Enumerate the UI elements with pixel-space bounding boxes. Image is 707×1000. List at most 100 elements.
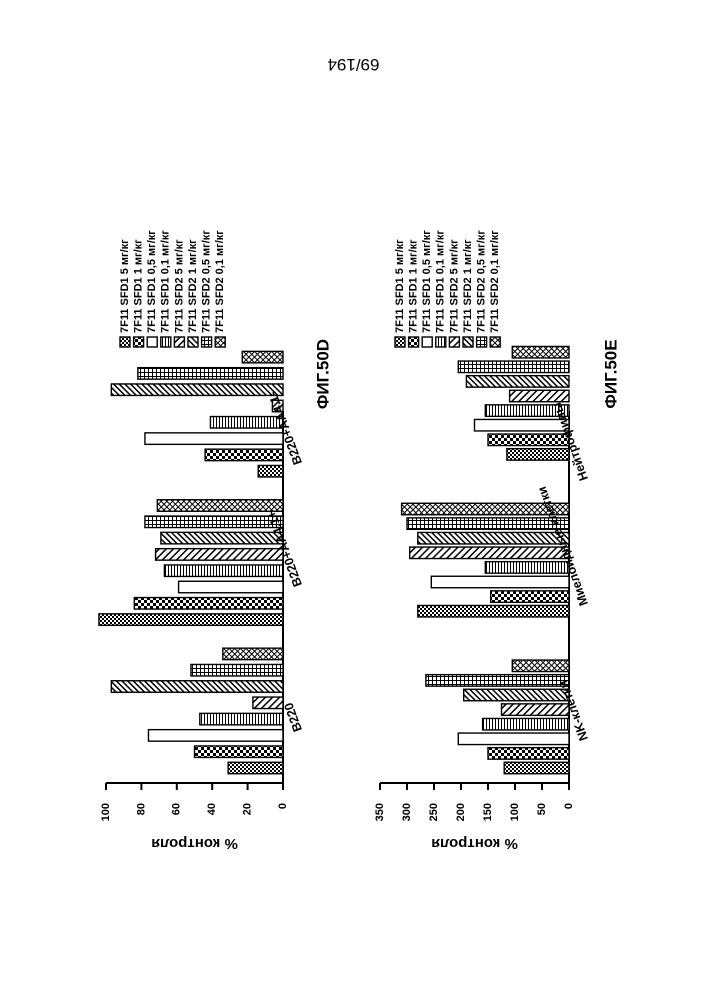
bar <box>147 728 284 742</box>
bar <box>508 389 570 403</box>
bar <box>204 448 284 462</box>
bar <box>487 433 570 447</box>
bar <box>465 374 570 388</box>
bar <box>209 415 284 429</box>
value-tick-label: 200 <box>455 803 467 821</box>
legend-label: 7F11 SFD2 1 мг/кг <box>187 239 199 333</box>
value-tick-label: 350 <box>374 803 386 821</box>
axis-title: % контроля <box>431 835 518 852</box>
bar <box>271 399 284 413</box>
legend-swatch <box>489 336 501 348</box>
value-tick-label: 250 <box>428 803 440 821</box>
bar <box>506 447 570 461</box>
bar <box>222 647 284 661</box>
figure-label: ФИГ.50E <box>601 339 620 408</box>
bar <box>193 745 284 759</box>
legend-label: 7F11 SFD1 0,1 мг/кг <box>160 230 172 333</box>
bar <box>484 404 570 418</box>
legend-label: 7F11 SFD2 0,1 мг/кг <box>489 230 501 333</box>
bar <box>481 717 570 731</box>
bar <box>473 418 570 432</box>
bar <box>98 613 284 627</box>
legend-swatch <box>187 336 199 348</box>
legend-swatch <box>435 336 447 348</box>
bar <box>144 515 284 529</box>
bar <box>409 546 570 560</box>
bar <box>430 575 570 589</box>
legend-swatch <box>119 336 131 348</box>
bar <box>484 560 570 574</box>
legend-swatch <box>214 336 226 348</box>
legend-label: 7F11 SFD2 5 мг/кг <box>173 239 185 333</box>
bar <box>417 531 570 545</box>
bar <box>503 761 570 775</box>
bar <box>227 761 284 775</box>
bar <box>133 596 284 610</box>
legend-label: 7F11 SFD2 0,5 мг/кг <box>201 230 213 333</box>
legend-label: 7F11 SFD1 1 мг/кг <box>408 239 420 333</box>
legend-swatch <box>407 336 420 348</box>
legend-label: 7F11 SFD1 0,5 мг/кг <box>421 230 433 333</box>
value-tick-label: 100 <box>509 803 521 821</box>
bar <box>511 659 570 673</box>
legend-swatch <box>132 336 145 348</box>
bar <box>490 590 570 604</box>
legend-swatch <box>448 336 461 348</box>
axis-title: % контроля <box>151 835 238 852</box>
legend-swatch <box>160 336 172 348</box>
legend-label: 7F11 SFD1 5 мг/кг <box>119 239 131 333</box>
bar <box>177 580 284 594</box>
bar <box>156 499 284 512</box>
bar <box>425 673 570 687</box>
value-tick-label: 80 <box>135 803 147 815</box>
legend-swatch <box>146 336 158 348</box>
bar <box>110 383 284 397</box>
bar <box>511 345 570 359</box>
value-tick-label: 20 <box>242 803 254 815</box>
legend-swatch <box>462 336 474 348</box>
figure-label: ФИГ.50D <box>313 339 332 409</box>
value-tick-label: 60 <box>171 803 183 815</box>
legend-label: 7F11 SFD2 5 мг/кг <box>448 239 460 333</box>
value-tick-label: 40 <box>206 803 218 815</box>
legend-label: 7F11 SFD2 0,5 мг/кг <box>476 230 488 333</box>
category-label: B220 <box>282 701 305 734</box>
bar <box>257 464 284 478</box>
bar <box>160 531 284 545</box>
value-tick-label: 150 <box>482 803 494 821</box>
legend-label: 7F11 SFD1 5 мг/кг <box>394 239 406 333</box>
bar <box>406 517 570 531</box>
bar <box>500 703 570 717</box>
bar <box>463 688 570 702</box>
bar <box>252 696 284 710</box>
legend-swatch <box>173 336 186 348</box>
value-tick-label: 300 <box>401 803 413 821</box>
bar <box>457 360 570 374</box>
legend-swatch <box>394 336 406 348</box>
bar <box>457 732 570 746</box>
value-tick-label: 0 <box>563 803 575 809</box>
bar <box>487 746 570 760</box>
value-tick-label: 0 <box>277 803 289 809</box>
legend-label: 7F11 SFD2 1 мг/кг <box>462 239 474 333</box>
bar <box>199 712 284 726</box>
bar <box>190 663 284 677</box>
bar <box>154 547 284 561</box>
bar <box>417 604 570 618</box>
bar <box>144 432 284 446</box>
legend-label: 7F11 SFD1 0,5 мг/кг <box>146 230 158 333</box>
legend-swatch <box>475 336 488 348</box>
bar <box>400 502 570 516</box>
bar <box>163 564 284 578</box>
legend-swatch <box>421 336 433 348</box>
value-tick-label: 100 <box>100 803 112 821</box>
legend-label: 7F11 SFD1 0,1 мг/кг <box>435 230 447 333</box>
legend-label: 7F11 SFD2 0,1 мг/кг <box>214 230 226 333</box>
value-tick-label: 50 <box>536 803 548 815</box>
bar <box>110 680 284 693</box>
legend-label: 7F11 SFD1 1 мг/кг <box>133 239 145 333</box>
bar <box>137 366 284 380</box>
